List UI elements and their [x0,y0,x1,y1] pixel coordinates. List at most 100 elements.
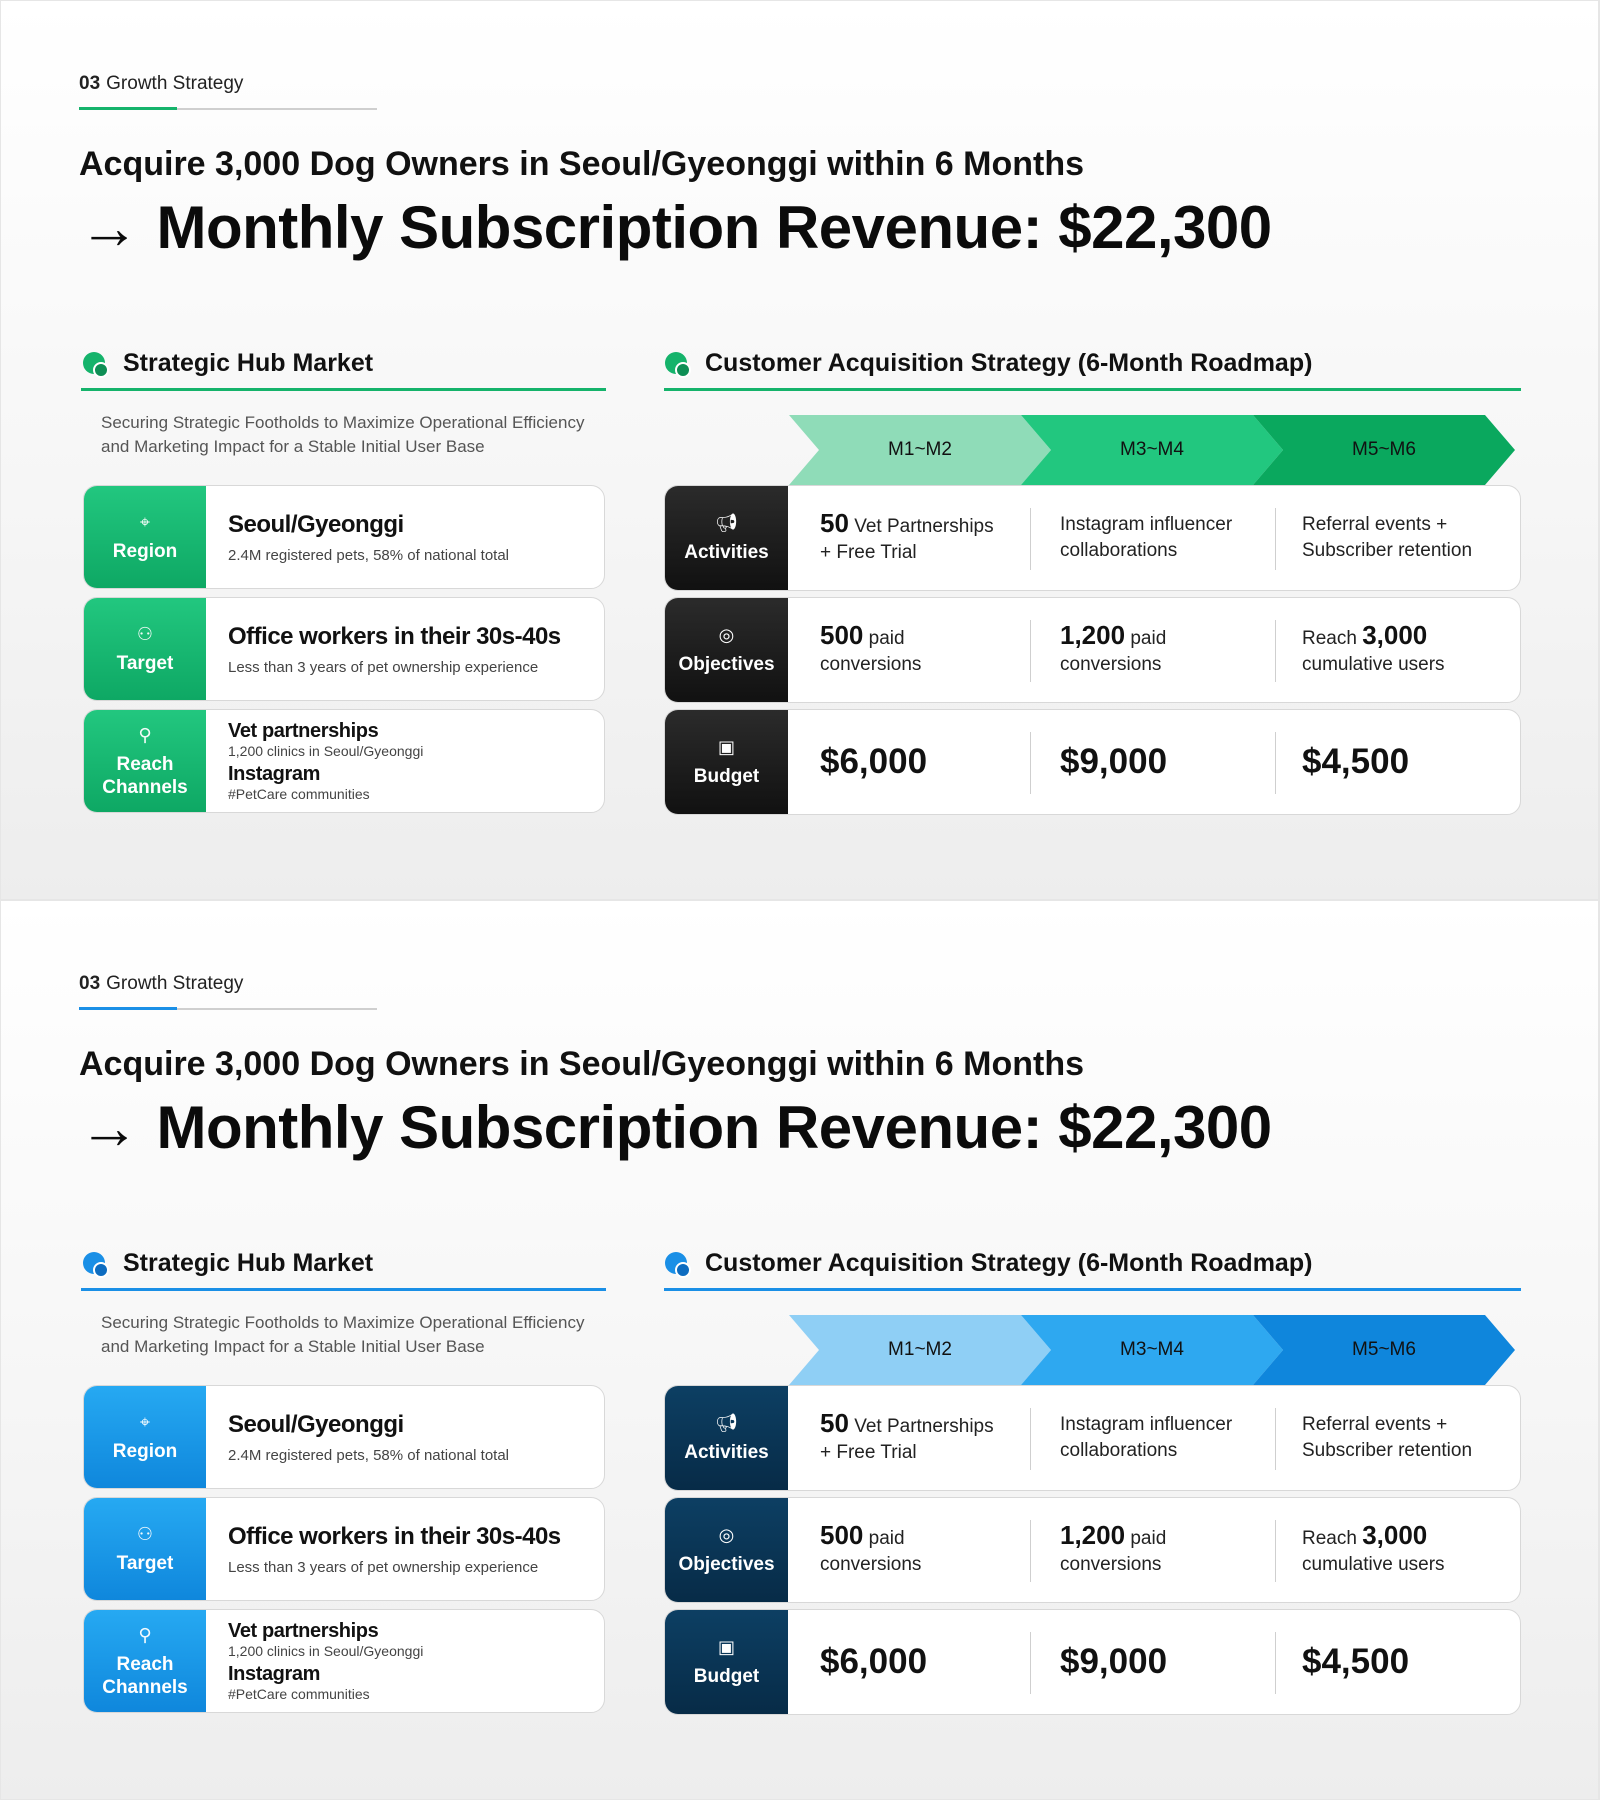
activities-m3-line2: collaborations [1060,1440,1178,1461]
free-trial-text: + Free Trial [820,542,917,563]
objective-m5-num: 3,000 [1362,1520,1428,1550]
roadmap-title: Customer Acquisition Strategy (6-Month R… [705,1249,1313,1277]
target-card: ⚇ Target Office workers in their 30s-40s L… [83,597,605,701]
phase-label-1: M1~M2 [888,1339,952,1360]
megaphone-icon: 📢︎ [715,1412,738,1433]
roadmap-title: Customer Acquisition Strategy (6-Month R… [705,349,1313,377]
divider [1030,620,1031,682]
objectives-tile: ◎ Objectives [665,1498,788,1602]
channels-label-1: Reach [116,753,174,775]
objectives-m1: 500 paid conversions [820,598,1025,702]
objectives-label: Objectives [678,1553,775,1575]
objectives-m3: 1,200 paid conversions [1060,598,1280,702]
objective-m3-num: 1,200 [1060,1520,1126,1550]
channel-instagram-title: Instagram [228,1663,320,1685]
objective-m1-num: 500 [820,1520,864,1550]
channels-label-2: Channels [102,1676,188,1698]
budget-m5-value: $4,500 [1302,1642,1410,1681]
revenue-title: → Monthly Subscription Revenue: $22,300 [79,1093,1272,1162]
budget-m3: $9,000 [1060,1610,1280,1714]
divider [1030,1632,1031,1694]
megaphone-icon: 📢︎ [715,512,738,533]
activities-m5-line2: Subscriber retention [1302,540,1473,561]
bullet-dot-icon [665,1252,691,1278]
objectives-tile: ◎ Objectives [665,598,788,702]
vet-count: 50 [820,508,849,538]
target-sub: Less than 3 years of pet ownership exper… [228,658,539,676]
hub-market-title: Strategic Hub Market [123,349,374,377]
objectives-m5: Reach 3,000 cumulative users [1302,1498,1517,1602]
phase-label-2: M3~M4 [1120,1339,1184,1360]
users-search-icon: ⚇ [136,1524,154,1544]
divider [1275,508,1276,570]
free-trial-text: + Free Trial [820,1442,917,1463]
activities-m3-line2: collaborations [1060,540,1178,561]
divider [1030,1520,1031,1582]
revenue-title-text: Monthly Subscription Revenue: $22,300 [156,194,1273,261]
target-cursor-icon: ◎ [718,1524,735,1545]
phase-chevron-3: M5~M6 [1253,415,1515,485]
target-title: Office workers in their 30s-40s [228,1522,561,1550]
budget-tile: ▣ Budget [665,1610,788,1714]
divider [1030,508,1031,570]
budget-m5-value: $4,500 [1302,742,1410,781]
channels-card: ⚲ Reach Channels Vet partnerships 1,200 cl… [83,1609,605,1713]
budget-m1: $6,000 [820,710,1025,814]
target-label: Target [116,1553,174,1574]
region-card: ⌖ Region Seoul/Gyeonggi 2.4M registered pe… [83,1385,605,1489]
section-number: 03 [79,973,101,994]
objective-m5-pre: Reach [1302,1528,1357,1549]
channels-card: ⚲ Reach Channels Vet partnerships 1,200 cl… [83,709,605,813]
activities-m5: Referral events + Subscriber retention [1302,486,1517,590]
divider [1275,1408,1276,1470]
vet-text: Vet Partnerships [854,516,994,537]
objectives-m5: Reach 3,000 cumulative users [1302,598,1517,702]
divider [1275,1632,1276,1694]
vet-text: Vet Partnerships [854,1416,994,1437]
hub-market-underline [81,1288,606,1291]
objective-m1-unit: paid [868,1528,905,1549]
objective-m5-num: 3,000 [1362,620,1428,650]
region-tile: ⌖ Region [84,486,206,588]
objective-m1-unit: paid [868,628,905,649]
phase-label-3: M5~M6 [1352,439,1416,460]
phase-chevron-2: M3~M4 [1021,415,1283,485]
divider [1275,620,1276,682]
phase-chevron-1: M1~M2 [789,1315,1051,1385]
channel-instagram-title: Instagram [228,763,320,785]
section-title: Growth Strategy [106,973,244,994]
budget-m3-value: $9,000 [1060,742,1168,781]
target-card: ⚇ Target Office workers in their 30s-40s L… [83,1497,605,1601]
hub-market-header: Strategic Hub Market [83,349,373,378]
objectives-row: ◎ Objectives 500 paid conversions 1,200 pa… [664,597,1521,703]
headline: Acquire 3,000 Dog Owners in Seoul/Gyeong… [79,145,1085,183]
budget-m1: $6,000 [820,1610,1025,1714]
divider [1030,732,1031,794]
hub-market-subtitle: Securing Strategic Footholds to Maximize… [101,1313,585,1356]
map-pin-icon: ⌖ [139,1412,151,1432]
region-sub: 2.4M registered pets, 58% of national to… [228,1446,510,1464]
headline: Acquire 3,000 Dog Owners in Seoul/Gyeong… [79,1045,1085,1083]
objective-m1-line2: conversions [820,654,922,675]
channel-vet-sub: 1,200 clinics in Seoul/Gyeonggi [228,1643,424,1659]
channels-tile: ⚲ Reach Channels [84,1610,206,1712]
activities-label: Activities [684,541,769,563]
region-card: ⌖ Region Seoul/Gyeonggi 2.4M registered pe… [83,485,605,589]
section-label: 03 Growth Strategy [79,73,243,95]
channels-tile: ⚲ Reach Channels [84,710,206,812]
section-rule-accent [79,1007,177,1010]
region-label: Region [112,541,178,562]
budget-m1-value: $6,000 [820,1642,928,1681]
divider [1030,1408,1031,1470]
activities-m5-line2: Subscriber retention [1302,1440,1473,1461]
section-rule [79,107,377,110]
money-icon: ▣ [717,1636,735,1657]
channels-label-1: Reach [116,1653,174,1675]
map-pin-icon: ⌖ [139,512,151,532]
activities-row: 📢︎ Activities 50 Vet Partnerships + Free T… [664,1385,1521,1491]
objective-m1-num: 500 [820,620,864,650]
roadmap-header: Customer Acquisition Strategy (6-Month R… [665,349,1312,378]
target-tile: ⚇ Target [84,598,206,700]
channel-vet-sub: 1,200 clinics in Seoul/Gyeonggi [228,743,424,759]
activities-m5: Referral events + Subscriber retention [1302,1386,1517,1490]
